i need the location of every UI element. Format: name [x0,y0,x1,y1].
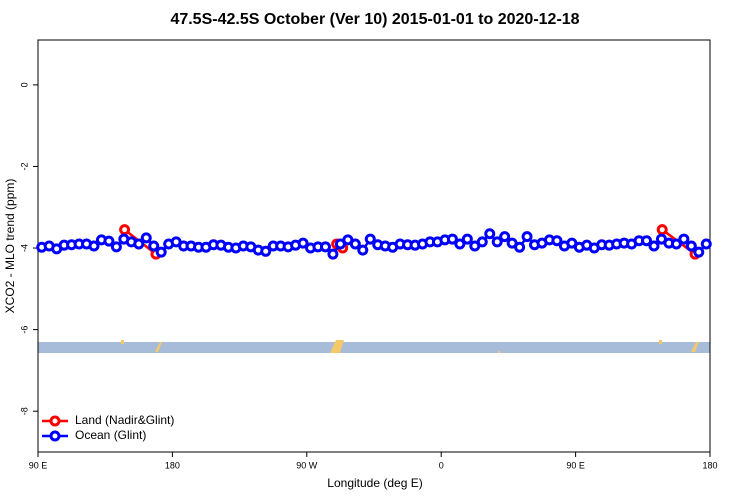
point [103,235,115,247]
point [551,235,563,247]
legend-label: Land (Nadir&Glint) [75,413,174,427]
point [514,241,526,253]
x-tick-label: 0 [439,460,444,470]
point [319,241,331,253]
x-tick-label: 90 E [29,460,48,470]
point [88,240,100,252]
chart-title: 47.5S-42.5S October (Ver 10) 2015-01-01 … [170,11,579,28]
point [110,241,122,253]
point [327,248,339,260]
point [693,246,705,258]
point [491,236,503,248]
y-tick-label: -6 [19,326,29,334]
point [641,235,653,247]
point [364,233,376,245]
y-tick-label: 0 [19,82,29,87]
point [521,231,533,243]
y-axis-label: XCO2 - MLO trend (ppm) [3,179,17,314]
x-tick-label: 90 W [296,460,318,470]
x-axis-label: Longitude (deg E) [327,476,422,490]
point [670,238,682,250]
point [678,233,690,245]
legend-marker [49,415,61,427]
point [140,232,152,244]
point [461,233,473,245]
y-tick-label: -4 [19,244,29,252]
point [656,224,668,236]
point [119,224,131,236]
point [454,238,466,250]
point [148,240,160,252]
surface-strip [38,342,710,353]
legend-marker [49,430,61,442]
point [349,238,361,250]
point [260,245,272,257]
point [155,246,167,258]
point [446,233,458,245]
point [297,237,309,249]
point [648,240,660,252]
point [476,236,488,248]
y-tick-label: -8 [19,407,29,415]
y-tick-label: -2 [19,162,29,170]
point [484,228,496,240]
point [685,240,697,252]
point [133,238,145,250]
x-tick-label: 90 E [566,460,585,470]
x-tick-label: 180 [702,460,717,470]
legend-label: Ocean (Glint) [75,428,146,442]
land-marks [121,340,699,353]
point [357,244,369,256]
point [499,231,511,243]
x-tick-label: 180 [165,460,180,470]
point [700,238,712,250]
